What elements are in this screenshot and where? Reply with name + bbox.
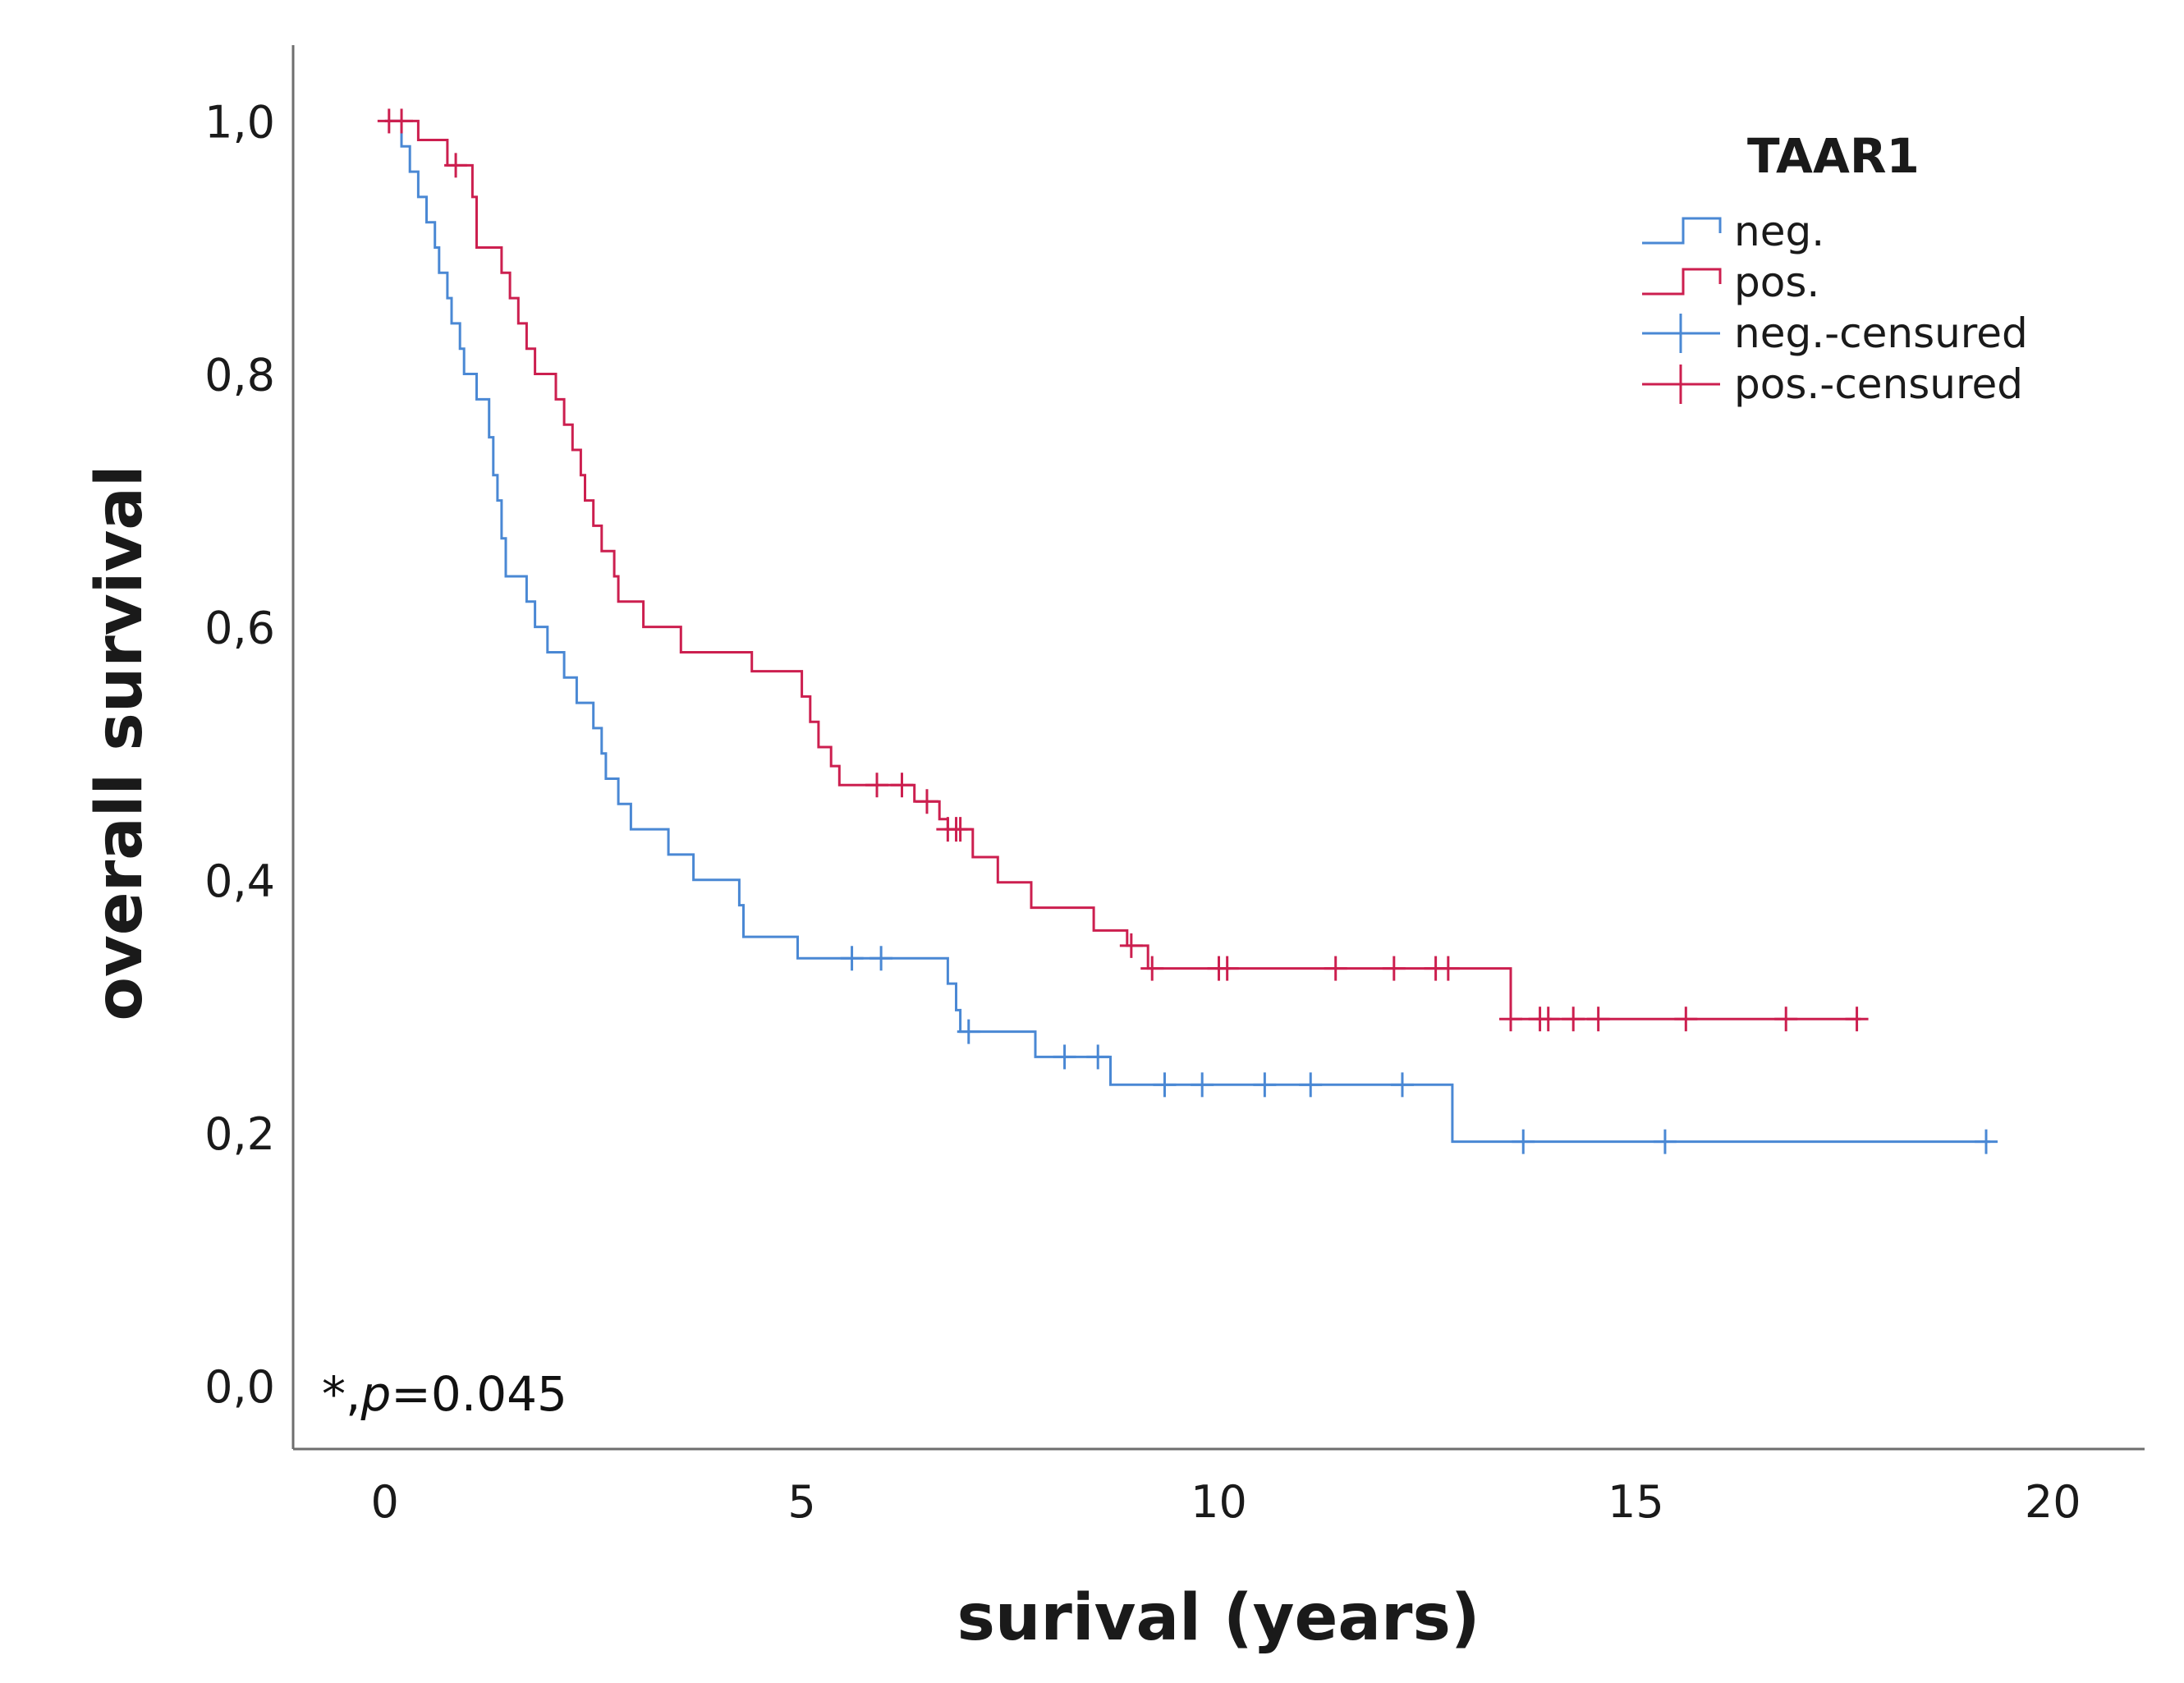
censor-mark-pos [1140, 956, 1164, 981]
censor-mark-pos [948, 817, 972, 842]
censor-mark-neg [1086, 1044, 1110, 1070]
censor-mark-neg [1299, 1072, 1323, 1098]
censor-mark-pos [1215, 956, 1239, 981]
censor-mark-pos [890, 773, 914, 798]
y-tick-label: 0,6 [204, 603, 275, 654]
censor-mark-pos [1324, 956, 1347, 981]
censor-mark-neg [869, 946, 893, 971]
censor-mark-pos [1536, 1007, 1560, 1032]
censor-mark-neg [1253, 1072, 1277, 1098]
censor-mark-neg [840, 946, 864, 971]
censor-mark-neg [1053, 1044, 1076, 1070]
censor-mark-pos [865, 773, 889, 798]
censor-mark-pos [1845, 1007, 1869, 1032]
legend-entry: neg.-censured [1642, 310, 2028, 357]
y-axis-title: overall survival [83, 465, 157, 1020]
legend-entry: pos. [1642, 259, 1819, 306]
x-tick-label: 15 [1608, 1476, 1664, 1528]
censor-mark-neg [1975, 1129, 1998, 1154]
x-tick-label: 10 [1191, 1476, 1247, 1528]
censor-mark-neg [1191, 1072, 1214, 1098]
y-tick-label: 0,0 [204, 1361, 275, 1413]
censor-mark-pos [1382, 956, 1406, 981]
legend-label: pos. [1734, 259, 1819, 306]
annotation-p: p [360, 1366, 391, 1422]
censor-mark-pos [1562, 1007, 1585, 1032]
censor-mark-neg [1653, 1129, 1677, 1154]
y-tick-label: 1,0 [204, 96, 275, 148]
x-axis-title: surival (years) [957, 1581, 1480, 1655]
legend-step-symbol [1642, 268, 1722, 296]
y-tick-label: 0,2 [204, 1108, 275, 1160]
legend-entry: neg. [1642, 208, 1824, 255]
censor-mark-pos [915, 789, 938, 814]
censor-mark-pos [1436, 956, 1460, 981]
censor-mark-pos [1774, 1007, 1798, 1032]
survival-curve-pos [384, 119, 1861, 1020]
x-tick-label: 0 [371, 1476, 399, 1528]
censor-mark-neg [957, 1019, 980, 1044]
censor-mark-pos [1674, 1007, 1698, 1032]
censor-mark-neg [1390, 1072, 1414, 1098]
legend-title: TAAR1 [1747, 128, 1920, 184]
y-tick-label: 0,8 [204, 350, 275, 401]
legend-label: pos.-censured [1734, 360, 2023, 408]
censor-mark-pos [390, 108, 414, 134]
legend-step-symbol [1642, 217, 1722, 245]
x-tick-label: 5 [787, 1476, 815, 1528]
censor-mark-pos [1586, 1007, 1610, 1032]
legend-entry: pos.-censured [1642, 360, 2023, 408]
censor-mark-pos [1499, 1007, 1523, 1032]
x-tick-labels: 0 5 10 15 20 [371, 1476, 2081, 1528]
annotation-value: =0.045 [391, 1366, 567, 1422]
censor-mark-neg [1512, 1129, 1535, 1154]
plot-area [291, 45, 2145, 1451]
annotation-prefix: *, [322, 1366, 360, 1422]
legend-label: neg. [1734, 208, 1824, 255]
censor-mark-neg [1153, 1072, 1177, 1098]
y-tick-labels: 0,0 0,2 0,4 0,6 0,8 1,0 [204, 96, 275, 1413]
x-tick-label: 20 [2025, 1476, 2081, 1528]
series-layer [377, 108, 1998, 1154]
survival-curve-neg [384, 119, 1991, 1144]
legend-label: neg.-censured [1734, 310, 2028, 357]
p-value-annotation: *,p=0.045 [322, 1366, 567, 1422]
y-tick-label: 0,4 [204, 855, 275, 907]
censor-mark-pos [444, 153, 468, 178]
censor-mark-pos [1119, 933, 1143, 958]
